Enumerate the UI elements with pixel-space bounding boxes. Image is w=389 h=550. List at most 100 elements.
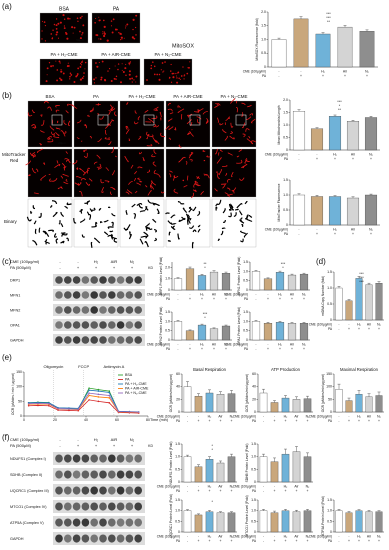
label: 1.0 [251,509,256,513]
label: PA [113,6,120,12]
blot-band [72,502,81,511]
signal [147,134,154,137]
signal [142,156,145,162]
label: N₂ [365,69,369,73]
label: *** [326,12,331,16]
signal [50,33,53,35]
label: 20μm [58,141,66,145]
label: Air [218,484,223,488]
signal [93,78,96,81]
label: (a) [2,2,12,11]
label: 0.5 [243,279,248,283]
label: * [212,444,214,448]
bar [345,400,353,413]
label: CME (100μg/ml) [309,414,332,418]
label: 0.5 [251,519,256,523]
signal [133,213,136,219]
signal [69,17,71,20]
signal [228,117,230,119]
signal [31,124,37,128]
blot-band [108,321,116,329]
blot-band [64,291,72,299]
label: - [187,534,188,538]
signal [66,37,69,40]
signal [125,191,130,195]
signal [89,208,93,212]
label: PA [125,377,130,381]
label: MitoTracker [2,152,26,157]
signal [77,20,79,23]
point [108,397,111,399]
label: Air [218,414,223,418]
signal [79,16,82,19]
signal [110,235,114,240]
signal [230,122,234,128]
label: - [187,489,188,493]
label: - [77,259,79,264]
inset-box [189,114,201,126]
inset-box [97,114,109,126]
bar [375,395,383,413]
label: N₂ [306,534,310,538]
signal [81,234,86,238]
label: Antimycin A [103,364,124,369]
signal [83,123,87,127]
blot-band [64,306,72,314]
signal [58,60,61,63]
blot-band [125,502,134,511]
blot-band [90,534,98,543]
signal [79,66,82,68]
blot-band [125,306,134,314]
signal [46,67,49,70]
signal [120,36,123,39]
label: H₂ [357,534,361,538]
bar [346,197,360,226]
signal [196,176,200,179]
label: Air [212,292,217,296]
signal [116,28,118,31]
signal [107,206,111,209]
micrograph [165,100,211,148]
label: + [201,347,203,351]
label: 0 [254,480,256,484]
signal [170,63,172,66]
blot-band [99,534,107,543]
label: *** [359,272,364,276]
signal [229,135,235,140]
label: 1.0 [251,455,256,459]
label: 80 [146,418,150,422]
point [108,402,111,404]
signal [91,207,96,211]
micrograph [143,58,193,86]
signal [65,110,69,114]
label: PA [176,489,181,493]
signal [96,163,102,168]
signal [232,187,237,192]
signal [42,230,47,235]
signal [69,78,71,80]
signal [114,155,117,158]
label: - [348,534,349,538]
label: + [225,347,227,351]
label: PA + AIR-CME [101,52,130,57]
signal [244,200,248,205]
inset-box [235,114,247,126]
blot-band [125,518,134,527]
signal [104,231,109,236]
label: + [348,327,350,331]
blot-band [64,470,72,479]
signal [239,210,243,216]
label: CME (100μg/ml) [309,534,332,538]
signal [171,223,177,225]
label: PA [328,539,333,543]
signal [52,200,58,205]
signal [52,29,54,31]
signal [128,70,131,73]
blot-band [90,276,98,284]
bar [275,272,285,291]
bar [375,283,383,321]
label: MFN2 Protein Level (Fold) [159,307,163,346]
label: H₂ [278,292,282,296]
signal [45,80,48,83]
blot-band [108,454,116,463]
